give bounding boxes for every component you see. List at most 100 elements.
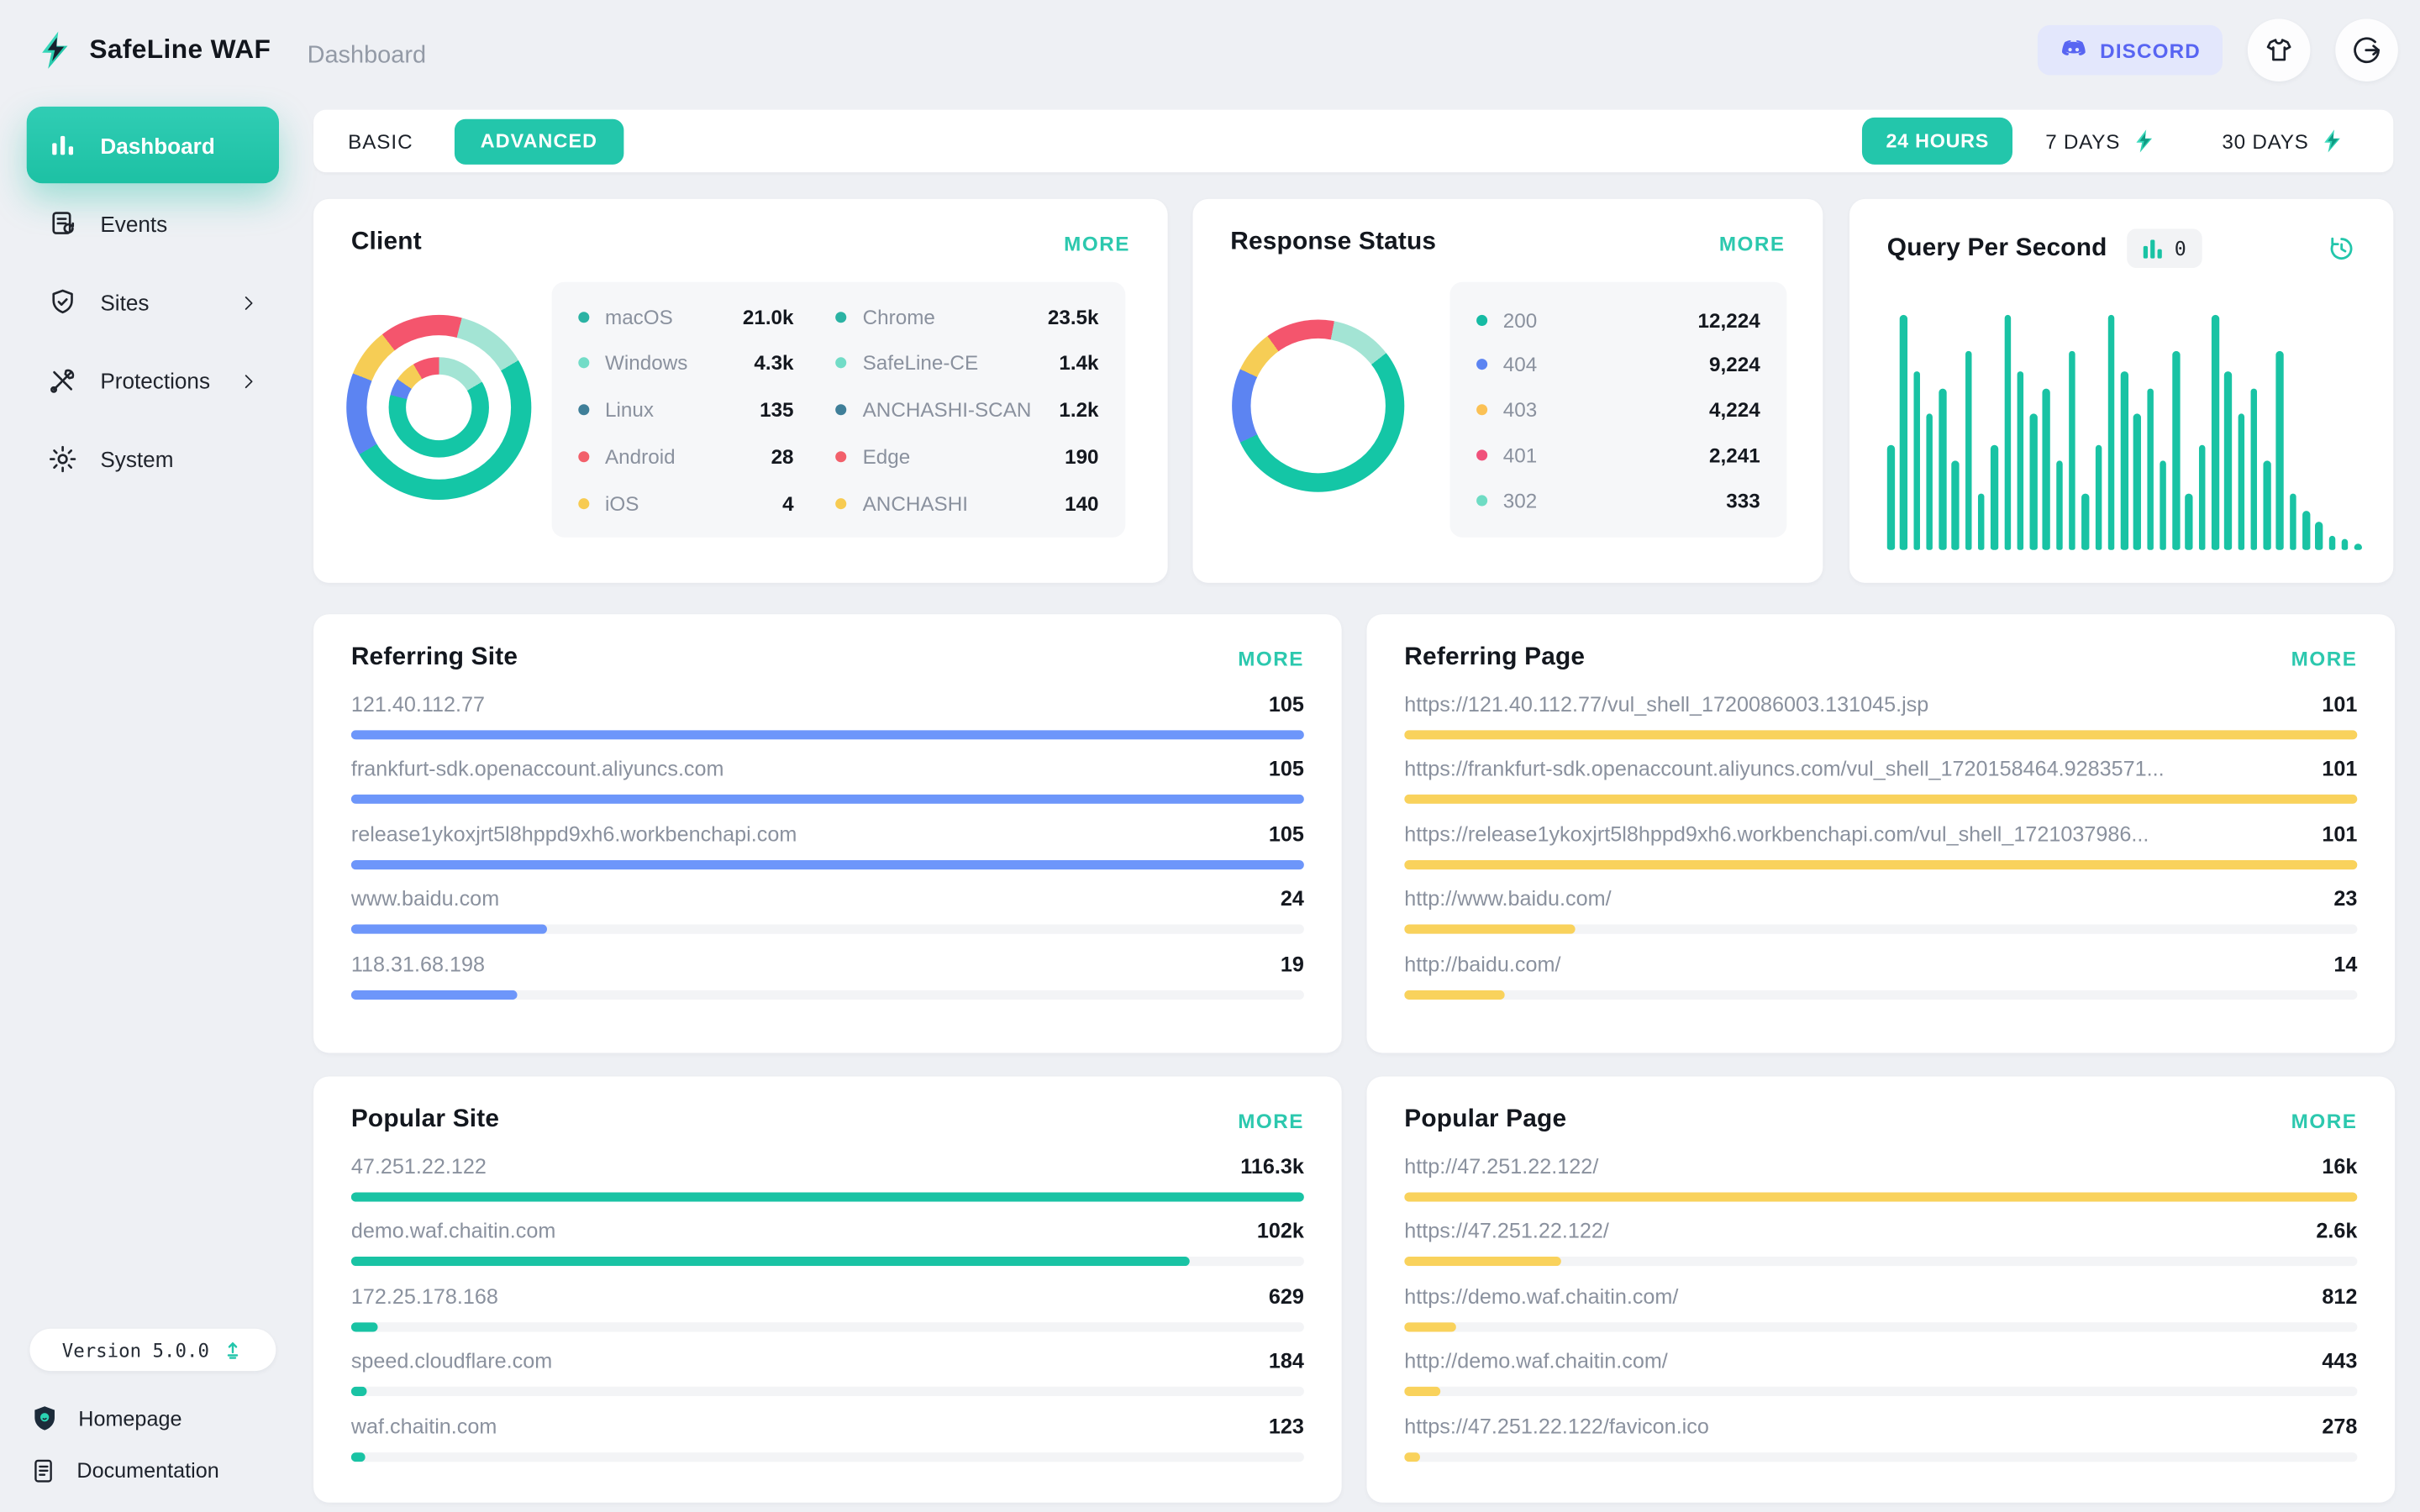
rank-value: 278	[2322, 1414, 2358, 1438]
rank-value: 101	[2322, 822, 2358, 846]
legend-value: 4	[782, 491, 794, 515]
legend-dot	[835, 311, 847, 323]
rank-bar-track	[1404, 859, 2358, 869]
range-24-hours[interactable]: 24 HOURS	[1862, 117, 2013, 165]
range-7-days[interactable]: 7 DAYS	[2012, 129, 2189, 154]
sidebar-item-events[interactable]: Events	[27, 185, 279, 263]
sidebar-links: Homepage Documentation	[27, 1393, 279, 1496]
client-more-link[interactable]: MORE	[1064, 231, 1130, 255]
rank-row: speed.cloudflare.com 184	[350, 1349, 1304, 1396]
sidebar-link-homepage[interactable]: Homepage	[27, 1393, 279, 1445]
rank-row: 47.251.22.122 116.3k	[350, 1154, 1304, 1201]
popular-site-card: Popular Site MORE 47.251.22.122 116.3k dem…	[313, 1076, 1342, 1503]
legend-value: 4,224	[1709, 397, 1760, 422]
rank-value: 812	[2322, 1284, 2358, 1308]
version-badge[interactable]: Version 5.0.0	[29, 1328, 276, 1372]
rank-label: http://baidu.com/	[1404, 952, 1561, 976]
rank-value: 123	[1268, 1414, 1304, 1438]
referring-site-card: Referring Site MORE 121.40.112.77 105 fran…	[313, 614, 1342, 1053]
rank-label: https://demo.waf.chaitin.com/	[1404, 1284, 1679, 1308]
version-label: Version 5.0.0	[61, 1338, 209, 1361]
range-30-days[interactable]: 30 DAYS	[2189, 129, 2377, 154]
rank-value: 16k	[2322, 1153, 2358, 1178]
rank-bar-track	[1404, 1321, 2358, 1331]
qps-card: Query Per Second 0	[1849, 198, 2394, 583]
popular-page-list: http://47.251.22.122/16k https://47.251.2…	[1367, 1134, 2396, 1462]
tab-advanced[interactable]: ADVANCED	[454, 118, 624, 164]
sidebar-link-label: Homepage	[78, 1407, 182, 1431]
popular-site-more-link[interactable]: MORE	[1238, 1108, 1304, 1132]
discord-button[interactable]: DISCORD	[2037, 24, 2223, 76]
rank-row: http://demo.waf.chaitin.com/443	[1404, 1349, 2358, 1396]
rank-row: demo.waf.chaitin.com 102k	[350, 1219, 1304, 1267]
referring-site-more-link[interactable]: MORE	[1238, 646, 1304, 670]
popular-page-title: Popular Page	[1404, 1105, 1567, 1133]
rank-bar-fill	[350, 1452, 365, 1462]
qps-bar	[2276, 349, 2284, 550]
legend-label: ANCHASHI	[862, 491, 968, 515]
qps-bar	[1991, 444, 1998, 550]
chevron-right-icon	[239, 370, 259, 391]
qps-bar	[1977, 493, 1986, 550]
popular-page-more-link[interactable]: MORE	[2291, 1108, 2358, 1132]
sidebar-link-documentation[interactable]: Documentation	[27, 1445, 279, 1497]
qps-bar	[2186, 493, 2193, 550]
bolt-icon	[2131, 129, 2156, 154]
range-label: 24 HOURS	[1886, 129, 1990, 152]
legend-value: 1.2k	[1059, 397, 1099, 422]
rank-bar-fill	[1404, 1386, 1441, 1396]
qps-bar	[1952, 460, 1960, 550]
client-legend-browser-column: Chrome 23.5k SafeLine-CE 1.4k ANCHASHI-SCAN 1…	[835, 299, 1099, 520]
legend-dot	[578, 497, 590, 509]
rank-bar-fill	[1404, 1256, 1562, 1267]
legend-row: iOS 4	[578, 486, 794, 520]
qps-bar	[2043, 387, 2050, 550]
sidebar-item-dashboard[interactable]: Dashboard	[26, 106, 280, 184]
legend-dot	[578, 450, 590, 462]
qps-bar	[2003, 314, 2012, 550]
client-legend: macOS 21.0k Windows 4.3k Linux 135 Android 28 iO…	[551, 281, 1126, 538]
rank-bar-track	[1404, 924, 2358, 934]
legend-value: 12,224	[1697, 307, 1760, 332]
rank-bar-fill	[1404, 1321, 1457, 1331]
legend-dot	[578, 404, 590, 416]
response-more-link[interactable]: MORE	[1718, 231, 1786, 255]
brand[interactable]: SafeLine WAF	[34, 29, 271, 70]
theme-tshirt-button[interactable]	[2247, 18, 2311, 81]
legend-label: Edge	[862, 444, 911, 469]
referring-site-list: 121.40.112.77 105 frankfurt-sdk.openaccoun…	[313, 672, 1342, 1000]
rank-bar-track	[1404, 1191, 2358, 1201]
legend-row: macOS 21.0k	[578, 299, 794, 333]
sidebar-item-sites[interactable]: Sites	[27, 263, 279, 341]
logout-button[interactable]	[2335, 18, 2398, 81]
referring-page-more-link[interactable]: MORE	[2291, 646, 2358, 670]
rank-bar-track	[350, 859, 1304, 869]
rank-bar-track	[350, 1256, 1304, 1267]
legend-row: ANCHASHI 140	[835, 486, 1099, 520]
legend-row: Linux 135	[578, 392, 794, 427]
legend-label: macOS	[604, 304, 673, 328]
tools-icon	[47, 365, 78, 396]
qps-bar	[1939, 387, 1946, 550]
rank-label: https://frankfurt-sdk.openaccount.aliyun…	[1404, 756, 2165, 780]
rank-bar-fill	[350, 729, 1304, 739]
chevron-right-icon	[239, 292, 259, 312]
tab-basic[interactable]: BASIC	[348, 129, 413, 153]
rank-value: 14	[2333, 952, 2358, 976]
gear-icon	[47, 444, 78, 475]
legend-dot	[578, 357, 590, 369]
legend-dot	[835, 450, 847, 462]
rank-bar-track	[1404, 1452, 2358, 1462]
events-doc-icon	[47, 208, 78, 239]
qps-bar	[2354, 543, 2362, 550]
legend-dot	[1476, 313, 1488, 326]
qps-history-icon[interactable]	[2326, 234, 2355, 263]
rank-bar-track	[1404, 989, 2358, 1000]
qps-bar	[1912, 371, 1921, 550]
rank-label: http://www.baidu.com/	[1404, 886, 1612, 911]
sidebar-item-system[interactable]: System	[27, 420, 279, 498]
rank-row: 121.40.112.77 105	[350, 692, 1304, 739]
sidebar-item-protections[interactable]: Protections	[27, 342, 279, 420]
qps-current-value: 0	[2174, 236, 2186, 260]
qps-bar	[1926, 413, 1933, 550]
